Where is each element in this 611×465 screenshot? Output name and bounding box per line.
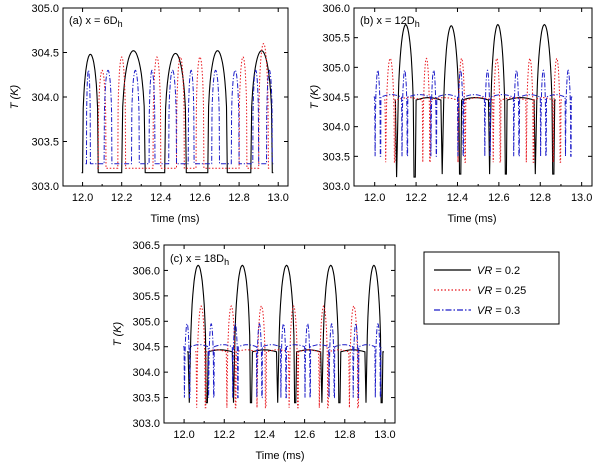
panel-b-ylabel: T (K) — [309, 84, 321, 109]
panel-c-xtick-label: 13.0 — [374, 429, 395, 441]
panel-a-ytick-label: 303.0 — [31, 181, 59, 193]
panel-a-plot-area — [81, 42, 274, 174]
panel-c-ytick-label: 306.5 — [132, 240, 160, 252]
panel-c-xtick-label: 12.2 — [214, 429, 235, 441]
panel-a-ytick-label: 305.0 — [31, 3, 59, 15]
panel-b-frame — [353, 7, 593, 187]
panel-b-series-vr025 — [384, 57, 562, 163]
panel-c-xtick-label: 12.0 — [173, 429, 194, 441]
panel-a-xtick-label: 12.6 — [189, 192, 210, 204]
panel-b-series-vr02 — [394, 23, 556, 178]
panel-b-xtick-label: 12.0 — [364, 192, 385, 204]
panel-c-ytick-label: 305.5 — [132, 291, 160, 303]
panel-a-xtick-label: 12.0 — [72, 192, 93, 204]
panel-a: (a) x = 6Dh Time (ms) T (K) 12.0 12.2 12.4… — [9, 3, 289, 225]
panel-c-xtick-label: 12.6 — [294, 429, 315, 441]
panel-a-xtick-label: 12.2 — [111, 192, 132, 204]
panel-b-ytick-label: 306.0 — [322, 3, 350, 15]
panel-b-ytick-label: 304.0 — [322, 122, 350, 134]
panel-c-ytick-label: 304.5 — [132, 342, 160, 354]
panel-c-ytick-label: 304.0 — [132, 367, 160, 379]
legend-label-vr03: VR = 0.3 — [477, 305, 520, 317]
panel-b-plot-area — [373, 23, 573, 178]
panel-b-xlabel: Time (ms) — [447, 213, 496, 225]
panel-a-series-vr02 — [81, 50, 274, 174]
panel-b-xtick-label: 13.0 — [571, 192, 592, 204]
panel-c-xlabel: Time (ms) — [255, 450, 304, 462]
panel-c-frame — [163, 244, 396, 424]
panel-a-ylabel: T (K) — [9, 84, 21, 109]
legend-frame — [423, 251, 560, 325]
panel-c-series-vr03 — [183, 323, 382, 399]
panel-c-xtick-label: 12.8 — [334, 429, 355, 441]
panel-b-series-vr03 — [373, 69, 573, 157]
panel-c-ytick-label: 303.0 — [132, 418, 160, 430]
panel-a-xtick-label: 12.4 — [150, 192, 171, 204]
panel-c-label: (c) x = 18Dh — [170, 253, 229, 267]
panel-b-ytick-label: 304.5 — [322, 92, 350, 104]
panel-b-ytick-label: 303.5 — [322, 151, 350, 163]
panel-a-ytick-label: 304.0 — [31, 92, 59, 104]
panel-a-xtick-label: 12.8 — [228, 192, 249, 204]
legend: VR = 0.2 VR = 0.25 VR = 0.3 — [423, 251, 560, 325]
panel-c: (c) x = 18Dh Time (ms) T (K) 12.0 12.2 12.… — [112, 240, 396, 462]
panel-c-ylabel: T (K) — [112, 321, 124, 346]
panel-a-ytick-label: 304.5 — [31, 48, 59, 60]
panel-b-label: (b) x = 12Dh — [360, 15, 420, 29]
legend-label-vr025: VR = 0.25 — [477, 285, 526, 297]
panel-b-xtick-label: 12.8 — [530, 192, 551, 204]
panel-b-xtick-label: 12.6 — [488, 192, 509, 204]
legend-label-vr02: VR = 0.2 — [477, 265, 520, 277]
panel-a-ytick-label: 303.5 — [31, 137, 59, 149]
panel-c-xtick-label: 12.4 — [254, 429, 275, 441]
panel-b-xtick-label: 12.4 — [447, 192, 468, 204]
panel-b-ytick-label: 305.0 — [322, 62, 350, 74]
panel-a-label: (a) x = 6Dh — [69, 15, 123, 29]
panel-b: (b) x = 12Dh Time (ms) T (K) 12.0 12.2 12.… — [309, 3, 593, 225]
panel-b-ytick-label: 303.0 — [322, 181, 350, 193]
panel-c-plot-area — [183, 264, 384, 409]
panel-a-xlabel: Time (ms) — [150, 213, 199, 225]
panel-a-series-vr025 — [97, 42, 270, 169]
panel-a-series-vr03 — [85, 69, 274, 165]
panel-c-ytick-label: 306.0 — [132, 265, 160, 277]
panel-c-ytick-label: 303.5 — [132, 393, 160, 405]
panel-a-xtick-label: 13.0 — [268, 192, 289, 204]
panel-b-ytick-label: 305.5 — [322, 33, 350, 45]
panel-c-ytick-label: 305.0 — [132, 316, 160, 328]
panel-b-xtick-label: 12.2 — [405, 192, 426, 204]
